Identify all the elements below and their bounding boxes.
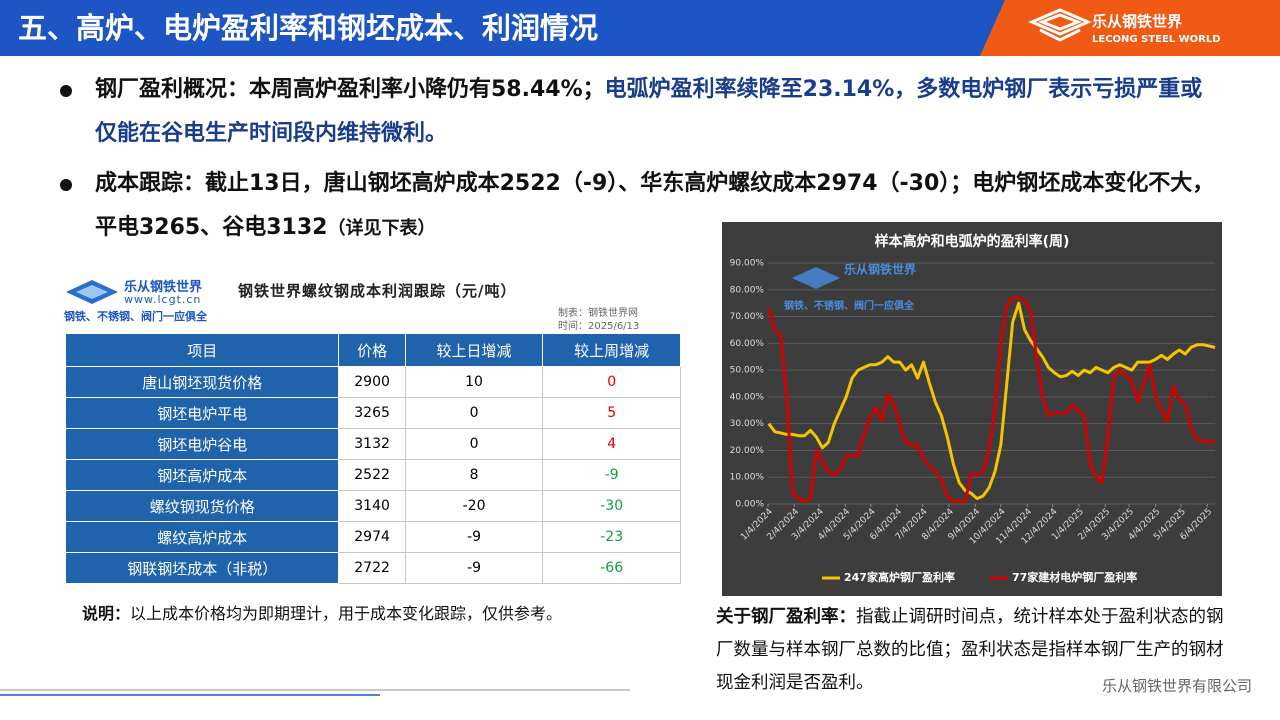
legend-label: 247家高炉钢厂盈利率: [844, 570, 955, 584]
cell: 2974: [338, 521, 406, 553]
cell: -66: [542, 552, 681, 584]
table-row: 螺纹高炉成本 2974 -9 -23: [64, 521, 681, 553]
row-label: 钢坯电炉谷电: [64, 428, 340, 460]
table-date: 时间：2025/6/13: [558, 321, 640, 332]
row-label: 螺纹钢现货价格: [64, 490, 340, 522]
row-label: 螺纹高炉成本: [64, 521, 340, 553]
row-label: 唐山钢坯现货价格: [64, 366, 340, 398]
header-accent: [980, 0, 1280, 56]
bullet-note: （详见下表）: [327, 218, 436, 239]
footer: 乐从钢铁世界有限公司: [1101, 677, 1252, 695]
caption-label: 关于钢厂盈利率：: [716, 607, 856, 627]
y-tick-label: 30.00%: [730, 419, 765, 429]
watermark-icon: [792, 267, 840, 289]
cell: -20: [404, 490, 544, 522]
column-header: 价格: [338, 333, 406, 367]
y-tick-label: 20.00%: [730, 446, 765, 456]
table-header-row: 项目 价格 较上日增减 较上周增减: [64, 333, 681, 367]
row-label: 钢联钢坯成本（非税）: [64, 552, 340, 584]
y-tick-label: 90.00%: [730, 259, 765, 269]
note-text: 以上成本价格均为即期理计，用于成本变化跟踪，仅供参考。: [130, 604, 563, 623]
chart-background: [722, 222, 1222, 596]
table-row: 钢坯电炉平电 3265 0 5: [64, 397, 681, 429]
cell: 10: [404, 366, 544, 398]
cell: -9: [542, 459, 681, 491]
row-label: 钢坯电炉平电: [64, 397, 340, 429]
bullet-highlight: 电弧炉盈利率续降至23.14%，多数电炉钢厂表示亏损严重或仅能在谷电生产时间段内…: [95, 77, 1203, 146]
footer-decoration: [0, 689, 630, 696]
y-tick-label: 10.00%: [730, 473, 765, 483]
logo-icon: [1028, 8, 1092, 42]
y-tick-label: 60.00%: [730, 339, 765, 349]
caption-text: 指截止调研时间点，统计样本处于盈利状态的钢厂数量与样本钢厂总数的比值；盈利状态是…: [716, 607, 1224, 693]
series-line: [767, 301, 1216, 501]
cell: 0: [404, 397, 544, 429]
column-header: 项目: [64, 333, 340, 367]
table-logo-slogan: 钢铁、不锈钢、阀门一应俱全: [64, 310, 207, 323]
cell: 0: [404, 428, 544, 460]
bullet-text: 钢厂盈利概况：本周高炉盈利率小降仍有58.44%；: [95, 77, 605, 102]
caption: 关于钢厂盈利率：指截止调研时间点，统计样本处于盈利状态的钢厂数量与样本钢厂总数的…: [716, 601, 1228, 700]
table-row: 钢坯高炉成本 2522 8 -9: [64, 459, 681, 491]
cell: 3265: [338, 397, 406, 429]
cell: -9: [404, 552, 544, 584]
cell: 0: [542, 366, 681, 398]
watermark-slogan: 钢铁、不锈钢、阀门一应俱全: [784, 299, 915, 312]
table-row: 唐山钢坯现货价格 2900 10 0: [64, 366, 681, 398]
watermark-name: 乐从钢铁世界: [844, 262, 916, 277]
cell: 5: [542, 397, 681, 429]
y-tick-label: 40.00%: [730, 392, 765, 402]
cell: 2722: [338, 552, 406, 584]
bullet: 钢厂盈利概况：本周高炉盈利率小降仍有58.44%；电弧炉盈利率续降至23.14%…: [60, 68, 1220, 156]
chart-title: 样本高炉和电弧炉的盈利率(周): [875, 233, 1070, 250]
chart: 样本高炉和电弧炉的盈利率(周) 0.00% 10.00% 20.00% 30.00% 40…: [722, 222, 1222, 596]
table-row: 螺纹钢现货价格 3140 -20 -30: [64, 490, 681, 522]
column-header: 较上周增减: [542, 333, 681, 367]
table-title: 钢铁世界螺纹钢成本利润跟踪（元/吨）: [238, 282, 517, 300]
cell: -23: [542, 521, 681, 553]
cell: 2522: [338, 459, 406, 491]
header-title: 五、高炉、电炉盈利率和钢坯成本、利润情况: [18, 11, 598, 45]
cost-table: 项目 价格 较上日增减 较上周增减 唐山钢坯现货价格 2900 10 0 钢坯电炉平电 3265 0…: [64, 333, 681, 584]
legend-label: 77家建材电炉钢厂盈利率: [1012, 570, 1137, 584]
logo-name: 乐从钢铁世界: [1092, 13, 1182, 31]
cell: 4: [542, 428, 681, 460]
table-header: 乐从钢铁世界 www.lcgt.cn 钢铁、不锈钢、阀门一应俱全 钢铁世界螺纹钢…: [62, 272, 682, 334]
bullet-text: 成本跟踪：截止13日，唐山钢坯高炉成本2522（-9）、华东高炉螺纹成本2974…: [95, 171, 1215, 240]
series-line: [767, 296, 1216, 503]
cell: -9: [404, 521, 544, 553]
table-row: 钢坯电炉谷电 3132 0 4: [64, 428, 681, 460]
row-label: 钢坯高炉成本: [64, 459, 340, 491]
bullet: 成本跟踪：截止13日，唐山钢坯高炉成本2522（-9）、华东高炉螺纹成本2974…: [60, 162, 1220, 251]
table-logo-name: 乐从钢铁世界: [124, 280, 203, 295]
table-logo-icon: [66, 280, 118, 304]
note-label: 说明：: [82, 604, 131, 623]
header: 五、高炉、电炉盈利率和钢坯成本、利润情况 乐从钢铁世界 LECONG STEEL…: [0, 0, 1280, 56]
y-tick-label: 80.00%: [730, 285, 765, 295]
note: 说明：以上成本价格均为即期理计，用于成本变化跟踪，仅供参考。: [82, 600, 562, 624]
cell: 3132: [338, 428, 406, 460]
cell: -30: [542, 490, 681, 522]
table-maker: 制表：钢铁世界网: [558, 308, 638, 319]
y-tick-label: 70.00%: [730, 312, 765, 322]
cell: 8: [404, 459, 544, 491]
header-bar: [0, 0, 1010, 56]
table-row: 钢联钢坯成本（非税） 2722 -9 -66: [64, 552, 681, 584]
logo-en: LECONG STEEL WORLD: [1092, 34, 1221, 45]
cell: 2900: [338, 366, 406, 398]
cell: 3140: [338, 490, 406, 522]
y-tick-label: 0.00%: [735, 500, 764, 510]
table-logo-url: www.lcgt.cn: [124, 293, 202, 306]
column-header: 较上日增减: [404, 333, 544, 367]
y-tick-label: 50.00%: [730, 366, 765, 376]
